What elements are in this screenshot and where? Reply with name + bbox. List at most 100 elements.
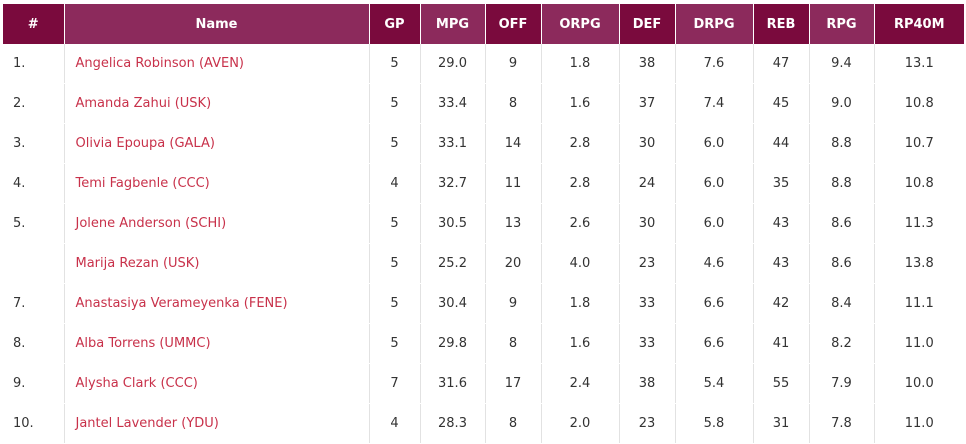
player-name-cell: Jolene Anderson (SCHI) bbox=[64, 203, 370, 244]
rpg-cell: 8.4 bbox=[809, 283, 875, 324]
rp40m-cell: 10.8 bbox=[874, 83, 964, 124]
player-name-link[interactable]: Jolene Anderson (SCHI) bbox=[75, 216, 227, 231]
def-cell: 37 bbox=[619, 83, 676, 124]
table-header-row: # Name GP MPG OFF ORPG DEF DRPG REB RPG RP40M bbox=[3, 4, 964, 44]
player-name-link[interactable]: Anastasiya Verameyenka (FENE) bbox=[75, 296, 288, 311]
reb-cell: 42 bbox=[753, 283, 810, 324]
drpg-cell: 5.4 bbox=[675, 363, 754, 404]
player-name-cell: Angelica Robinson (AVEN) bbox=[64, 44, 370, 84]
rank-cell: 9. bbox=[3, 363, 65, 404]
reb-cell: 31 bbox=[753, 403, 810, 444]
column-header-mpg[interactable]: MPG bbox=[420, 4, 486, 44]
orpg-cell: 2.8 bbox=[541, 123, 620, 164]
def-cell: 30 bbox=[619, 123, 676, 164]
drpg-cell: 6.6 bbox=[675, 283, 754, 324]
gp-cell: 4 bbox=[369, 163, 421, 204]
rank-cell: 2. bbox=[3, 83, 65, 124]
drpg-cell: 6.0 bbox=[675, 123, 754, 164]
reb-cell: 44 bbox=[753, 123, 810, 164]
mpg-cell: 29.8 bbox=[420, 323, 486, 364]
drpg-cell: 5.8 bbox=[675, 403, 754, 444]
orpg-cell: 2.0 bbox=[541, 403, 620, 444]
player-name-link[interactable]: Jantel Lavender (YDU) bbox=[75, 416, 219, 431]
column-header-off[interactable]: OFF bbox=[485, 4, 542, 44]
drpg-cell: 6.0 bbox=[675, 163, 754, 204]
column-header-orpg[interactable]: ORPG bbox=[541, 4, 620, 44]
orpg-cell: 2.4 bbox=[541, 363, 620, 404]
player-name-cell: Temi Fagbenle (CCC) bbox=[64, 163, 370, 204]
column-header-gp[interactable]: GP bbox=[369, 4, 421, 44]
off-cell: 20 bbox=[485, 243, 542, 284]
orpg-cell: 2.8 bbox=[541, 163, 620, 204]
rpg-cell: 9.4 bbox=[809, 44, 875, 84]
player-name-link[interactable]: Olivia Epoupa (GALA) bbox=[75, 136, 215, 151]
rp40m-cell: 13.8 bbox=[874, 243, 964, 284]
reb-cell: 55 bbox=[753, 363, 810, 404]
off-cell: 9 bbox=[485, 283, 542, 324]
player-name-link[interactable]: Temi Fagbenle (CCC) bbox=[75, 176, 210, 191]
rp40m-cell: 11.3 bbox=[874, 203, 964, 244]
off-cell: 8 bbox=[485, 323, 542, 364]
def-cell: 33 bbox=[619, 283, 676, 324]
column-header-rpg[interactable]: RPG bbox=[809, 4, 875, 44]
column-header-drpg[interactable]: DRPG bbox=[675, 4, 754, 44]
reb-cell: 35 bbox=[753, 163, 810, 204]
player-name-cell: Alysha Clark (CCC) bbox=[64, 363, 370, 404]
off-cell: 17 bbox=[485, 363, 542, 404]
def-cell: 30 bbox=[619, 203, 676, 244]
column-header-rank[interactable]: # bbox=[3, 4, 65, 44]
rank-cell: 4. bbox=[3, 163, 65, 204]
rank-cell: 10. bbox=[3, 403, 65, 444]
gp-cell: 4 bbox=[369, 403, 421, 444]
mpg-cell: 30.4 bbox=[420, 283, 486, 324]
column-header-rp40m[interactable]: RP40M bbox=[874, 4, 964, 44]
rp40m-cell: 10.8 bbox=[874, 163, 964, 204]
mpg-cell: 28.3 bbox=[420, 403, 486, 444]
column-header-reb[interactable]: REB bbox=[753, 4, 810, 44]
gp-cell: 5 bbox=[369, 44, 421, 84]
player-name-cell: Marija Rezan (USK) bbox=[64, 243, 370, 284]
rpg-cell: 8.6 bbox=[809, 203, 875, 244]
rank-cell: 8. bbox=[3, 323, 65, 364]
column-header-def[interactable]: DEF bbox=[619, 4, 676, 44]
drpg-cell: 6.6 bbox=[675, 323, 754, 364]
player-name-cell: Olivia Epoupa (GALA) bbox=[64, 123, 370, 164]
player-name-link[interactable]: Angelica Robinson (AVEN) bbox=[75, 56, 245, 71]
rp40m-cell: 13.1 bbox=[874, 44, 964, 84]
orpg-cell: 1.8 bbox=[541, 44, 620, 84]
player-name-link[interactable]: Marija Rezan (USK) bbox=[75, 256, 200, 271]
table-row: 9. Alysha Clark (CCC) 7 31.6 17 2.4 38 5.4 55 7.9… bbox=[3, 363, 964, 404]
table-row: 1. Angelica Robinson (AVEN) 5 29.0 9 1.8 38 7.6… bbox=[3, 44, 964, 84]
off-cell: 11 bbox=[485, 163, 542, 204]
gp-cell: 5 bbox=[369, 283, 421, 324]
mpg-cell: 32.7 bbox=[420, 163, 486, 204]
def-cell: 33 bbox=[619, 323, 676, 364]
rpg-cell: 8.2 bbox=[809, 323, 875, 364]
table-row: 8. Alba Torrens (UMMC) 5 29.8 8 1.6 33 6.6 41 8.2… bbox=[3, 323, 964, 364]
off-cell: 14 bbox=[485, 123, 542, 164]
off-cell: 8 bbox=[485, 83, 542, 124]
rp40m-cell: 11.1 bbox=[874, 283, 964, 324]
rank-cell: 7. bbox=[3, 283, 65, 324]
player-name-cell: Amanda Zahui (USK) bbox=[64, 83, 370, 124]
rpg-cell: 8.6 bbox=[809, 243, 875, 284]
gp-cell: 7 bbox=[369, 363, 421, 404]
gp-cell: 5 bbox=[369, 83, 421, 124]
player-name-link[interactable]: Alysha Clark (CCC) bbox=[75, 376, 198, 391]
gp-cell: 5 bbox=[369, 123, 421, 164]
player-name-link[interactable]: Amanda Zahui (USK) bbox=[75, 96, 212, 111]
player-name-cell: Jantel Lavender (YDU) bbox=[64, 403, 370, 444]
rank-cell: 3. bbox=[3, 123, 65, 164]
rp40m-cell: 10.0 bbox=[874, 363, 964, 404]
column-header-name[interactable]: Name bbox=[64, 4, 370, 44]
stats-table: # Name GP MPG OFF ORPG DEF DRPG REB RPG RP40M 1. An… bbox=[3, 4, 964, 444]
orpg-cell: 1.6 bbox=[541, 323, 620, 364]
mpg-cell: 29.0 bbox=[420, 44, 486, 84]
rpg-cell: 8.8 bbox=[809, 123, 875, 164]
rpg-cell: 7.9 bbox=[809, 363, 875, 404]
player-name-link[interactable]: Alba Torrens (UMMC) bbox=[75, 336, 211, 351]
rp40m-cell: 11.0 bbox=[874, 403, 964, 444]
table-row: Marija Rezan (USK) 5 25.2 20 4.0 23 4.6 43 8.6 13… bbox=[3, 243, 964, 284]
gp-cell: 5 bbox=[369, 243, 421, 284]
